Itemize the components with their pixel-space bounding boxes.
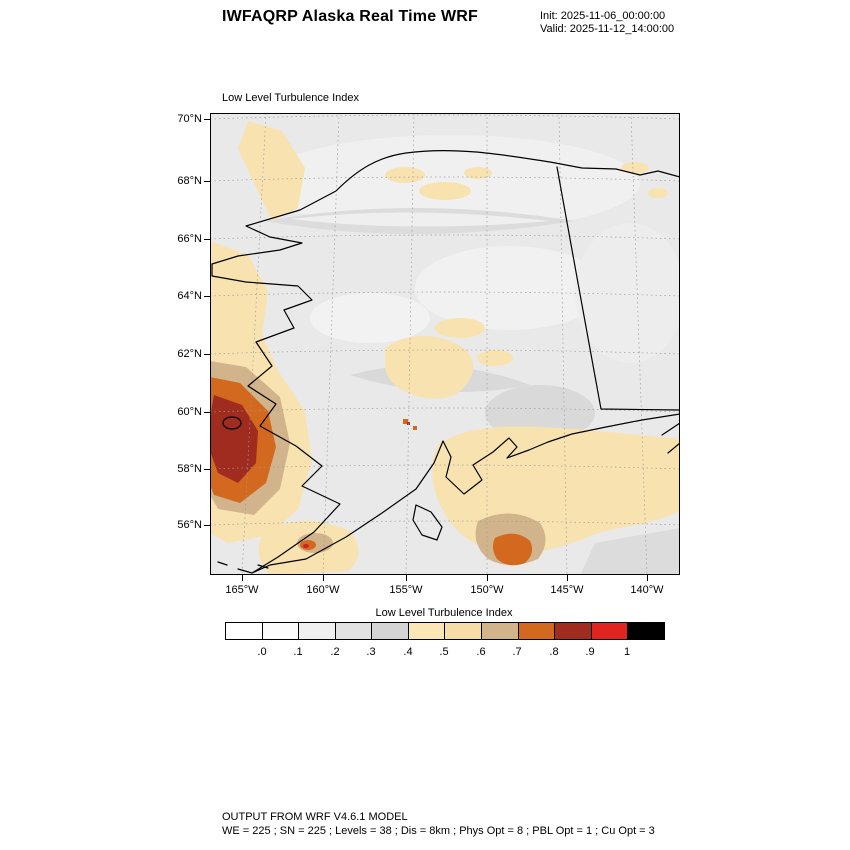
colorbar-cell (334, 623, 372, 639)
cbar-tick-7: .7 (512, 646, 522, 658)
nunivak-island (222, 416, 242, 430)
colorbar-cell (407, 623, 445, 639)
colorbar-cell (298, 623, 335, 639)
lat-label-56n: 56°N (177, 519, 202, 531)
lon-label-140w: 140°W (630, 584, 664, 596)
lon-label-150w: 150°W (470, 584, 504, 596)
footer-block: OUTPUT FROM WRF V4.6.1 MODEL WE = 225 ; … (222, 810, 655, 838)
lon-tick (647, 575, 648, 581)
cbar-tick-8: .8 (549, 646, 559, 658)
lat-tick (204, 525, 210, 526)
turbulence-map-svg (210, 113, 680, 575)
lon-tick (406, 575, 407, 581)
colorbar-cell (481, 623, 518, 639)
aleutian-islands (217, 561, 269, 574)
lon-label-160w: 160°W (306, 584, 340, 596)
cbar-tick-10: 1 (623, 646, 631, 658)
lon-label-145w: 145°W (550, 584, 584, 596)
colorbar-cell (590, 623, 628, 639)
init-time: Init: 2025-11-06_00:00:00 (540, 10, 666, 22)
map-canvas (210, 113, 680, 575)
lat-label-60n: 60°N (177, 406, 202, 418)
lon-tick (567, 575, 568, 581)
footer-model-line: OUTPUT FROM WRF V4.6.1 MODEL (222, 811, 408, 823)
cbar-tick-0: .0 (257, 646, 267, 658)
plot-frame (210, 113, 680, 575)
lat-tick (204, 469, 210, 470)
colorbar (225, 622, 665, 640)
lat-label-58n: 58°N (177, 463, 202, 475)
cbar-tick-5: .5 (439, 646, 449, 658)
colorbar-cell (226, 623, 262, 639)
footer-config-line: WE = 225 ; SN = 225 ; Levels = 38 ; Dis … (222, 825, 655, 837)
alaska-coastline (211, 150, 680, 574)
cbar-tick-6: .6 (476, 646, 486, 658)
colorbar-cell (517, 623, 555, 639)
lat-tick (204, 239, 210, 240)
colorbar-cell (371, 623, 408, 639)
colorbar-title: Low Level Turbulence Index (375, 607, 513, 619)
colorbar-cell (627, 623, 664, 639)
southeast-channels (661, 422, 680, 454)
lon-label-165w: 165°W (225, 584, 259, 596)
lon-tick (242, 575, 243, 581)
field-label: Low Level Turbulence Index (222, 92, 359, 104)
lat-tick (204, 412, 210, 413)
cbar-tick-1: .1 (293, 646, 303, 658)
lon-tick (323, 575, 324, 581)
lat-tick (204, 181, 210, 182)
cbar-tick-2: .2 (330, 646, 340, 658)
cbar-tick-9: .9 (585, 646, 595, 658)
canada-border (556, 166, 680, 411)
cbar-tick-3: .3 (366, 646, 376, 658)
lat-tick (204, 354, 210, 355)
coastline-layer (211, 150, 680, 574)
lat-label-68n: 68°N (177, 175, 202, 187)
lat-label-70n: 70°N (177, 113, 202, 125)
valid-time: Valid: 2025-11-12_14:00:00 (540, 23, 675, 35)
kodiak-island (412, 504, 443, 541)
colorbar-cell (444, 623, 482, 639)
lon-tick (487, 575, 488, 581)
colorbar-cell (554, 623, 591, 639)
lon-label-155w: 155°W (389, 584, 423, 596)
run-info-block: Init: 2025-11-06_00:00:00 Valid: 2025-11… (540, 10, 710, 36)
lat-tick (204, 119, 210, 120)
lat-label-66n: 66°N (177, 233, 202, 245)
colorbar-cell (261, 623, 299, 639)
lat-label-62n: 62°N (177, 348, 202, 360)
lat-label-64n: 64°N (177, 290, 202, 302)
cbar-tick-4: .4 (403, 646, 413, 658)
lat-tick (204, 296, 210, 297)
page-title: IWFAQRP Alaska Real Time WRF (221, 8, 479, 25)
